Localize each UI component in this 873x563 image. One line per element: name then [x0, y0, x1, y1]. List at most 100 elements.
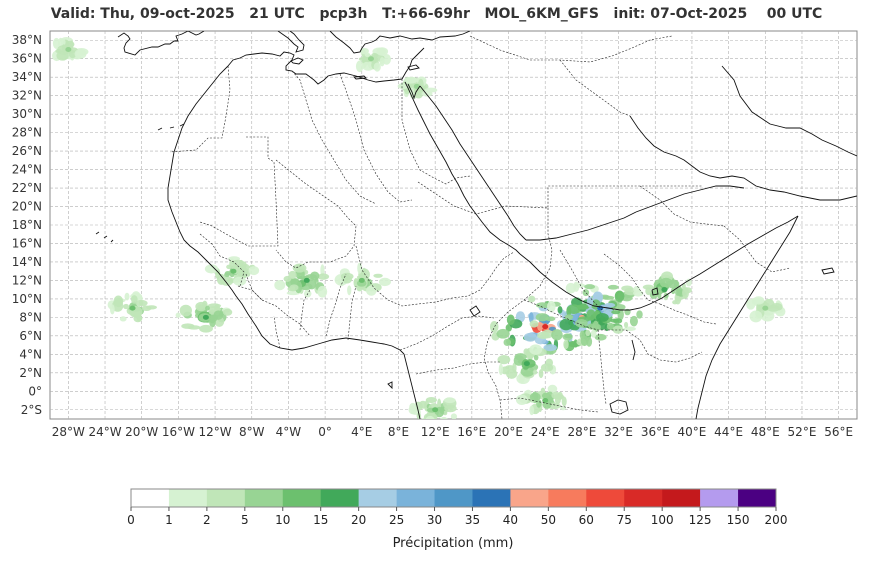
colorbar-bin [282, 489, 322, 507]
precip-cell [307, 278, 317, 290]
colorbar-bin [168, 489, 208, 507]
lat-tick-label: 2°S [21, 403, 42, 417]
colorbar-tick-label: 150 [727, 513, 750, 527]
lat-tick-label: 12°N [12, 273, 42, 287]
coast-arabia-east [721, 65, 857, 157]
precip-cell [585, 329, 591, 337]
precip-cell [210, 317, 215, 324]
precip-cell [497, 354, 511, 365]
precip-cell [533, 354, 539, 361]
precip-cell [629, 315, 638, 327]
precip-cell [60, 39, 66, 46]
colorbar-bin [700, 489, 739, 507]
colorbar-tick-label: 0 [127, 513, 135, 527]
colorbar [130, 488, 777, 508]
coast-sicily [290, 57, 304, 65]
precip-cell [579, 330, 585, 340]
precip-cell [541, 392, 551, 399]
precip-cell [749, 310, 763, 323]
coast-europe-south [187, 31, 205, 36]
precip-cell [587, 323, 596, 330]
lon-tick-label: 28°E [567, 425, 596, 439]
precip-cell [131, 295, 138, 304]
lat-tick-label: 28°N [12, 126, 42, 140]
lon-tick-label: 56°E [824, 425, 853, 439]
precip-cell [568, 319, 575, 326]
precip-cell [320, 264, 325, 277]
lon-tick-label: 44°E [714, 425, 743, 439]
precip-core [661, 287, 668, 293]
precip-cell [649, 289, 658, 299]
lon-tick-label: 0° [318, 425, 332, 439]
precip-cell [547, 384, 558, 394]
precip-cell [119, 316, 127, 322]
precip-cell [685, 278, 692, 287]
precip-cell [753, 296, 765, 305]
lon-tick-label: 16°E [457, 425, 486, 439]
colorbar-frame [130, 488, 777, 508]
precip-cell [224, 272, 230, 278]
precip-cell [560, 406, 567, 411]
colorbar-bin [320, 489, 359, 507]
precip-cell [213, 310, 224, 320]
precip-cell [547, 300, 556, 313]
colorbar-bin [624, 489, 663, 507]
lat-tick-label: 26°N [12, 144, 42, 158]
lon-tick-label: 24°E [531, 425, 560, 439]
precip-cell [421, 90, 433, 97]
lon-tick-label: 28°W [52, 425, 85, 439]
precip-cell [561, 396, 567, 407]
precip-cell [205, 305, 210, 311]
precip-cell [115, 297, 123, 308]
precip-cell [146, 305, 158, 310]
precip-cell [290, 278, 296, 285]
lat-tick-label: 0° [28, 384, 42, 398]
precip-cell [551, 329, 563, 341]
precip-cell [564, 314, 574, 320]
precip-cell [586, 296, 594, 308]
precip-cell [642, 284, 654, 290]
coast-crete [353, 75, 367, 80]
precip-cell [310, 271, 320, 281]
lake-tana [651, 287, 659, 296]
coast-balkans [329, 31, 471, 54]
coast-iberia [117, 31, 189, 56]
precip-cell [317, 285, 328, 298]
precip-cell [347, 285, 352, 296]
precip-core [542, 398, 549, 404]
colorbar-bin [206, 489, 246, 507]
precip-cell [489, 320, 499, 333]
precip-cell [590, 329, 597, 338]
precip-cell [575, 318, 588, 328]
lat-tick-label: 14°N [12, 255, 42, 269]
precip-cell [682, 287, 689, 299]
colorbar-tick-label: 125 [689, 513, 712, 527]
coast-red-sea-west [404, 81, 521, 255]
colorbar-tick-label: 50 [541, 513, 556, 527]
precip-cell [376, 47, 389, 56]
precip-cell [373, 273, 383, 278]
precip-cell [576, 303, 590, 310]
coast-horn-africa [519, 215, 799, 311]
lon-tick-label: 12°W [198, 425, 231, 439]
coast-gulf-of-guinea [403, 353, 421, 419]
lon-tick-label: 48°E [751, 425, 780, 439]
lake-victoria [609, 399, 629, 415]
precip-cell [529, 392, 541, 402]
lon-tick-label: 4°W [276, 425, 302, 439]
precip-core [762, 305, 769, 311]
precip-core [358, 277, 365, 283]
lat-tick-label: 16°N [12, 236, 42, 250]
colorbar-label: Précipitation (mm) [392, 536, 514, 551]
precip-cell [289, 284, 299, 291]
coast-arabia-south [526, 211, 637, 241]
precip-cell [204, 264, 219, 274]
precip-cell [425, 415, 435, 419]
lon-tick-label: 16°W [162, 425, 195, 439]
colorbar-bin [472, 489, 511, 507]
lat-tick-label: 20°N [12, 200, 42, 214]
colorbar-bin [434, 489, 473, 507]
precip-cell [594, 333, 607, 341]
precip-cell [418, 400, 427, 409]
precip-cell [498, 363, 504, 376]
